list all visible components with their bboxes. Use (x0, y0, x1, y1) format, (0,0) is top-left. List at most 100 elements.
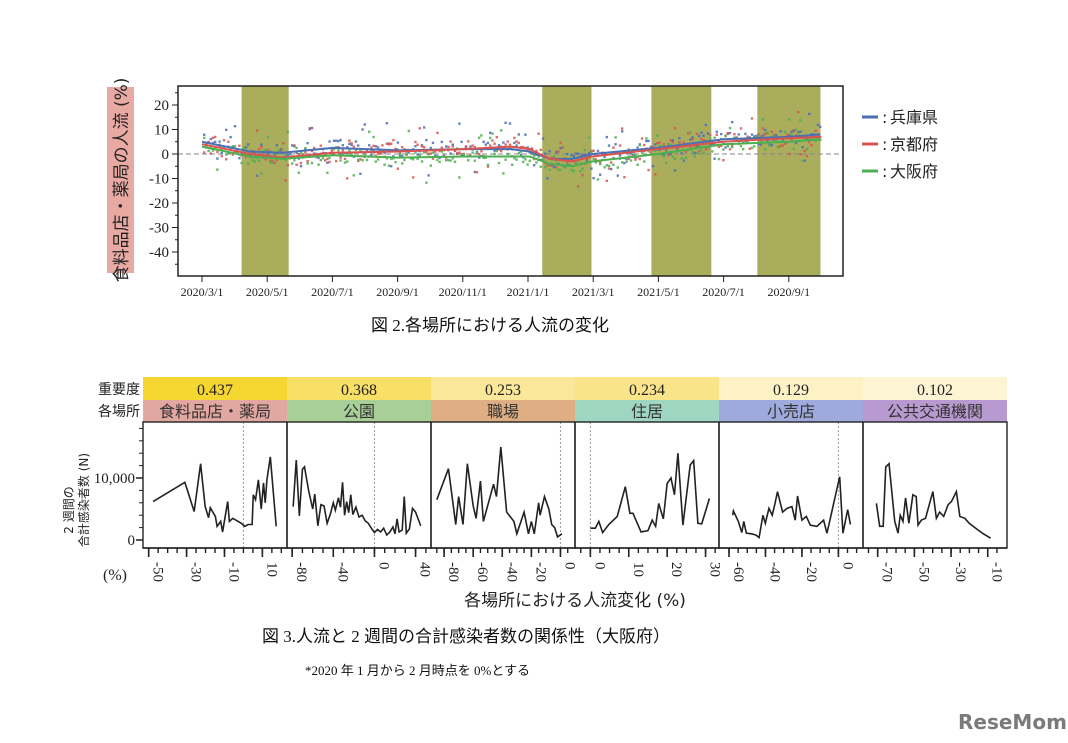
x-tick-label: -30 (188, 562, 204, 582)
scatter-point (431, 151, 435, 154)
scatter-point (618, 154, 622, 157)
scatter-point (370, 153, 373, 156)
scatter-point (280, 148, 283, 151)
scatter-point (612, 146, 615, 149)
scatter-point (717, 145, 721, 149)
scatter-point (266, 135, 270, 139)
infections-line (436, 446, 563, 539)
scatter-point (473, 159, 476, 162)
scatter-point (555, 150, 558, 154)
legend-label: 京都府 (890, 135, 938, 154)
scatter-point (343, 157, 347, 161)
x-tick-label: 10 (263, 562, 279, 577)
scatter-point (304, 151, 307, 154)
scatter-point (605, 164, 608, 167)
scatter-point (695, 151, 699, 155)
scatter-point (310, 149, 314, 153)
scatter-point (350, 142, 353, 145)
panel-6: 0.102 公共交通機関 -70 -50 -30 -10 (862, 377, 1008, 582)
scatter-point (632, 153, 635, 157)
scatter-point (423, 151, 426, 154)
scatter-point (390, 157, 393, 160)
place-name: 公園 (343, 402, 375, 421)
scatter-point (326, 171, 329, 175)
scatter-point (242, 152, 245, 155)
scatter-point (799, 119, 802, 122)
scatter-point (614, 136, 617, 139)
scatter-point (425, 150, 428, 154)
scatter-point (786, 133, 789, 137)
scatter-point (418, 127, 421, 130)
x-tick-label: 2020/9/1 (376, 285, 419, 299)
scatter-point (592, 157, 595, 161)
scatter-point (667, 143, 670, 146)
scatter-point (640, 151, 644, 154)
scatter-point (557, 168, 560, 171)
scatter-point (387, 164, 391, 168)
scatter-point (258, 147, 261, 151)
scatter-point (706, 132, 710, 135)
scatter-point (478, 136, 481, 139)
scatter-point (623, 175, 626, 179)
x-tick-label: 0 (839, 562, 855, 570)
x-tick-label: -70 (879, 562, 895, 582)
scatter-point (458, 122, 461, 125)
scatter-point (803, 149, 806, 153)
scatter-point (376, 158, 380, 161)
scatter-point (209, 152, 212, 155)
scatter-point (271, 161, 274, 165)
scatter-point (286, 153, 289, 157)
scatter-point (475, 171, 479, 174)
scatter-point (363, 123, 366, 126)
scatter-point (504, 121, 507, 124)
scatter-point (299, 164, 303, 168)
scatter-point (341, 149, 344, 152)
scatter-point (555, 166, 558, 169)
scatter-point (515, 140, 518, 143)
legend-label: 兵庫県 (890, 108, 938, 127)
panel-5: 0.129 小売店 -60 -40 -20 0 (718, 377, 864, 582)
scatter-point (544, 166, 547, 169)
scatter-point (288, 152, 292, 156)
shaded-period (241, 86, 289, 276)
scatter-point (321, 157, 325, 160)
scatter-point (596, 149, 600, 153)
scatter-point (526, 146, 529, 149)
scatter-point (728, 131, 732, 135)
plot-area (178, 86, 843, 276)
y-tick-label: -10 (149, 172, 169, 188)
legend-colon: : (882, 135, 887, 154)
scatter-point (599, 173, 602, 176)
scatter-point (233, 125, 237, 128)
scatter-point (629, 152, 633, 155)
x-tick-label: 0 (375, 562, 391, 570)
scatter-point (788, 118, 791, 121)
scatter-point (449, 159, 452, 162)
place-name: 食料品店・薬局 (159, 402, 271, 421)
scatter-point (423, 126, 426, 129)
scatter-point (590, 167, 593, 170)
scatter-point (271, 159, 274, 163)
scatter-point (704, 123, 707, 127)
x-tick-label: -10 (989, 562, 1005, 582)
scatter-point (764, 128, 767, 132)
x-tick-label: -80 (445, 562, 461, 582)
scatter-point (775, 133, 778, 137)
scatter-point (346, 146, 349, 149)
scatter-point (728, 148, 732, 151)
scatter-point (539, 165, 542, 168)
scatter-point (691, 150, 694, 154)
scatter-point (673, 169, 677, 172)
x-axis-label: 各場所における人流変化 (%) (464, 591, 686, 611)
scatter-point (605, 179, 608, 183)
scatter-point (693, 151, 696, 155)
scatter-point (607, 144, 611, 147)
scatter-point (704, 148, 707, 151)
x-tick-label: -20 (803, 562, 819, 582)
scatter-point (684, 150, 688, 153)
x-tick-label: 0 (591, 562, 607, 570)
scatter-point (339, 138, 342, 142)
scatter-point (255, 156, 259, 160)
x-tick-label: 2020/9/1 (767, 285, 810, 299)
